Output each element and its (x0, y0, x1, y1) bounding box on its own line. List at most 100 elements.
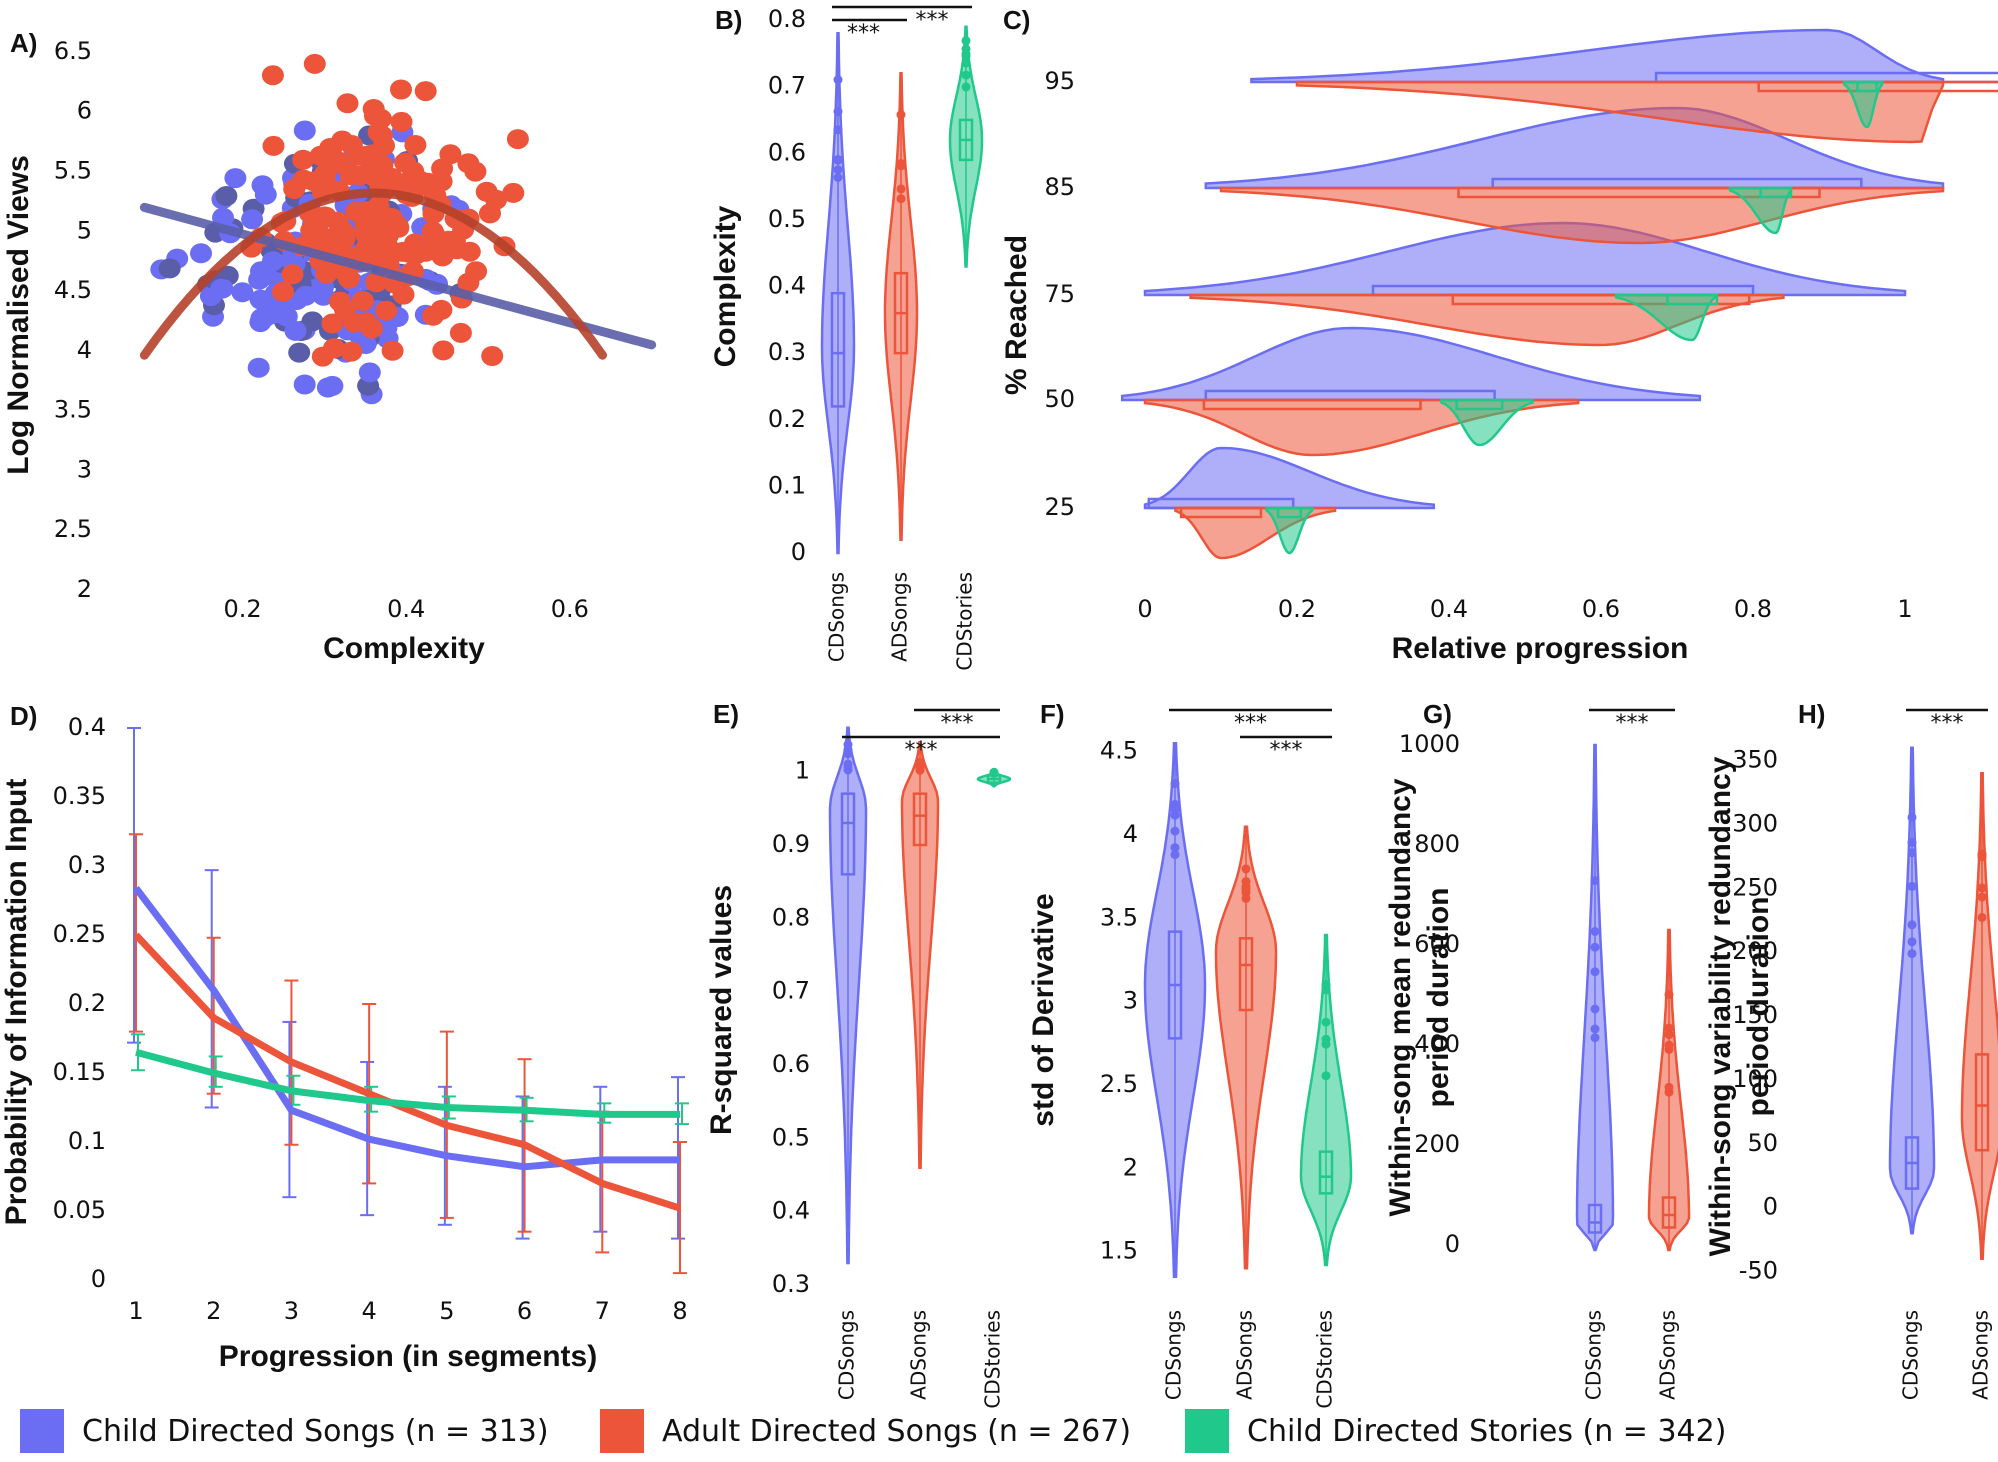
ridge-box (1455, 398, 1504, 411)
ad-songs-point (336, 93, 359, 114)
a-ytick-label-6: 5 (77, 216, 92, 244)
ad-songs-point (449, 322, 472, 343)
e-ytick-label-5: 0.8 (772, 903, 810, 931)
ridge-box (1451, 293, 1751, 306)
panel-label-c: C) (1003, 5, 1030, 35)
c-xtick-label-2: 0.4 (1430, 595, 1468, 623)
g-ytick-label-4: 800 (1414, 830, 1460, 858)
outlier-cdsongs (1907, 881, 1917, 891)
a-ytick-label-4: 4 (77, 336, 92, 364)
outlier-adsongs (1977, 883, 1987, 893)
cd-songs-point (358, 362, 381, 383)
outlier-cdstories (961, 44, 971, 54)
category-label-cdsongs: CDSongs (1162, 1310, 1186, 1400)
ridge-2-row-25 (1265, 506, 1314, 555)
legend-item-ad-songs: Adult Directed Songs (n = 267) (600, 1406, 1131, 1456)
e-ylabel: R-squared values (705, 885, 738, 1135)
outlier-cdstories (961, 70, 971, 80)
ad-songs-point (432, 340, 455, 361)
cd-songs-point (293, 374, 316, 395)
legend-label-cd-stories: Child Directed Stories (n = 342) (1247, 1413, 1727, 1449)
e-ytick-label-2: 0.5 (772, 1123, 810, 1151)
category-label-cdsongs: CDSongs (1582, 1310, 1606, 1400)
a-ytick-label-0: 2 (77, 575, 92, 603)
b-ytick-label-6: 0.6 (768, 138, 806, 166)
b-ytick-label-3: 0.3 (768, 338, 806, 366)
h-ytick-label-0: -50 (1739, 1257, 1778, 1285)
f-ytick-label-4: 3.5 (1100, 903, 1138, 931)
ad-songs-point (329, 291, 351, 312)
c-xtick-label-0: 0 (1137, 595, 1152, 623)
ad-songs-point (292, 149, 315, 170)
outlier-cdstories (1321, 1071, 1331, 1081)
panel-label-h: H) (1798, 699, 1825, 729)
outlier-cdsongs (1907, 937, 1917, 947)
ridge-box (1759, 186, 1793, 199)
ad-songs-point (394, 152, 417, 173)
outlier-adsongs (1241, 893, 1251, 903)
ad-songs-point (479, 203, 501, 224)
outlier-adsongs (1664, 990, 1674, 1000)
ad-songs-point (391, 241, 414, 262)
h-ytick-label-2: 50 (1747, 1129, 1778, 1157)
category-label-adsongs: ADSongs (888, 572, 912, 662)
cd-songs-point (280, 250, 303, 270)
category-label-adsongs: ADSongs (907, 1310, 931, 1400)
outlier-cdsongs (1907, 920, 1917, 930)
ad-songs-point (422, 305, 445, 326)
category-label-cdsongs: CDSongs (825, 572, 849, 662)
legend-label-ad-songs: Adult Directed Songs (n = 267) (662, 1413, 1132, 1449)
f-ytick-label-1: 2 (1123, 1153, 1138, 1181)
panel-label-b: B) (715, 5, 742, 35)
ad-songs-point (261, 65, 284, 86)
ridge-box (1202, 398, 1422, 411)
ad-songs-point (337, 268, 360, 289)
outlier-cdsongs (833, 165, 843, 175)
h-ytick-label-7: 300 (1732, 809, 1778, 837)
outlier-adsongs (896, 184, 906, 194)
ad-songs-point (431, 246, 454, 267)
d-ytick-label-1: 0.05 (53, 1196, 106, 1224)
category-label-adsongs: ADSongs (1656, 1310, 1680, 1400)
cd-songs-point (261, 251, 284, 272)
ad-songs-point (281, 264, 304, 285)
line-series-1 (133, 932, 682, 1212)
d-ytick-label-0: 0 (91, 1265, 106, 1293)
panel-label-f: F) (1040, 699, 1065, 729)
outlier-adsongs (1664, 1087, 1674, 1097)
cd-songs-point (241, 209, 264, 230)
cd-songs-point (190, 243, 212, 264)
outlier-adsongs (1977, 849, 1987, 859)
g-ytick-label-2: 400 (1414, 1030, 1460, 1058)
outlier-adsongs (1664, 1030, 1674, 1040)
outlier-adsongs (896, 194, 906, 204)
outlier-cdsongs (1590, 876, 1600, 886)
f-ytick-label-2: 2.5 (1100, 1070, 1138, 1098)
outlier-cdsongs (833, 155, 843, 164)
legend-swatch-cd-stories (1185, 1409, 1229, 1453)
d-ytick-label-2: 0.1 (68, 1127, 106, 1155)
g-ytick-label-5: 1000 (1399, 730, 1460, 758)
outlier-cdsongs (1590, 927, 1600, 936)
ad-songs-point (365, 272, 388, 293)
a-ylabel: Log Normalised Views (2, 155, 35, 475)
ridge-0-row-50 (1120, 326, 1702, 402)
ad-songs-point (392, 284, 415, 305)
outlier-cdsongs (833, 173, 843, 182)
f-ytick-label-0: 1.5 (1100, 1237, 1138, 1265)
e-ytick-label-0: 0.3 (772, 1270, 810, 1298)
outlier-cdstories (961, 58, 971, 68)
d-xtick-label-5: 6 (517, 1297, 532, 1325)
g-ytick-label-3: 600 (1414, 930, 1460, 958)
ad-songs-point (414, 81, 437, 102)
cd-songs-point (316, 377, 339, 398)
ridge-box (1856, 80, 1878, 93)
outlier-adsongs (1977, 892, 1987, 902)
outlier-cdsongs (843, 765, 853, 775)
cd-songs-point (158, 258, 181, 279)
d-ylabel: Probability of Information Input (0, 779, 33, 1226)
cd-songs-fit-line (139, 202, 657, 350)
ad-songs-point (481, 346, 504, 366)
outlier-cdsongs (1590, 967, 1600, 977)
c-xtick-label-1: 0.2 (1278, 595, 1316, 623)
